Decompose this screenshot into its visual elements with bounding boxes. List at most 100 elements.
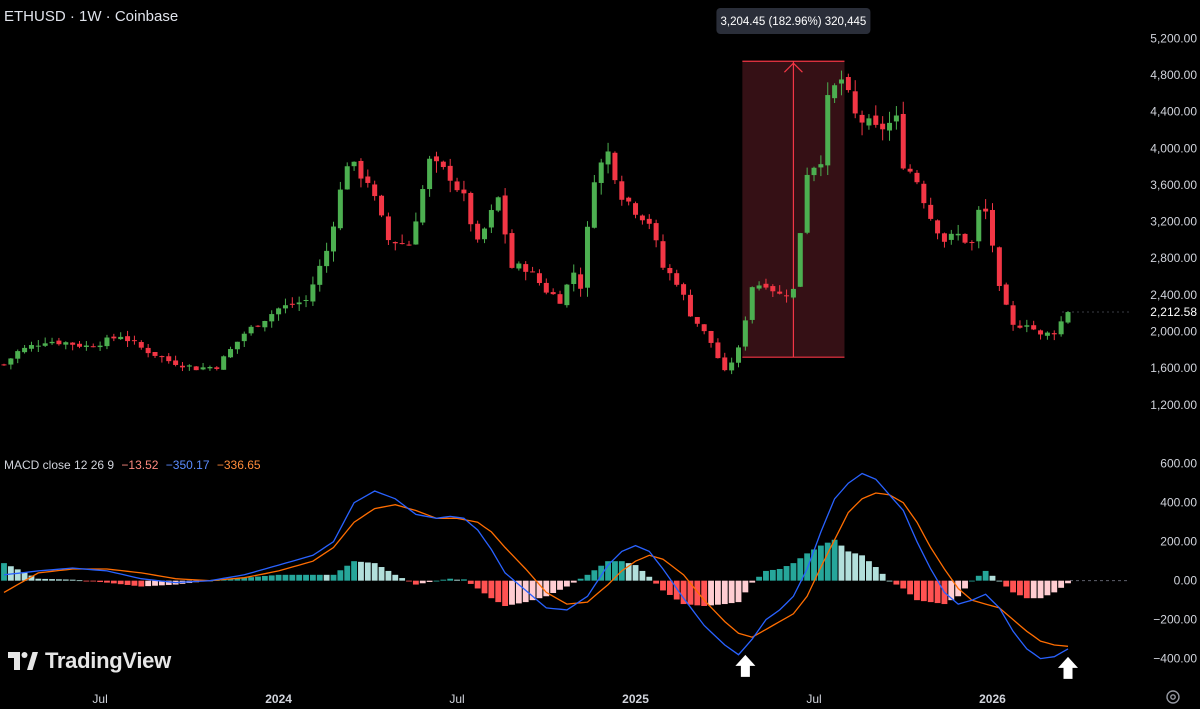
candle-body [56,340,62,345]
price-axis-label: 2,400.00 [1150,288,1197,302]
candle-body [708,330,714,343]
candle-body [22,347,28,353]
macd-hist-bar [392,574,399,581]
candlestick-series [1,70,1071,375]
candle-body [790,288,796,298]
candle-body [63,342,69,345]
tradingview-logo[interactable]: TradingView [8,648,171,674]
candle-body [811,167,817,176]
candle-body [976,209,982,242]
candle-body [660,241,666,268]
candle-body [495,197,501,211]
candle-body [873,115,879,125]
macd-hist-bar [1037,580,1044,599]
macd-hist-bar [399,578,406,581]
candle-body [996,247,1002,287]
candle-body [248,326,254,334]
candle-body [722,357,728,371]
macd-legend[interactable]: MACD close 12 26 9 −13.52 −350.17 −336.6… [4,458,265,472]
macd-hist-bar [694,580,701,606]
macd-hist-bar [1003,580,1010,587]
macd-legend-hist: −13.52 [121,458,159,472]
candle-body [928,204,934,219]
macd-hist-bar [165,580,172,585]
candle-body [262,320,268,328]
candle-body [413,221,419,245]
macd-hist-bar [509,580,515,605]
candle-body [701,324,707,332]
candle-body [852,91,858,114]
macd-hist-bar [749,580,756,583]
macd-axis-label: −400.00 [1153,652,1197,666]
macd-hist-bar [97,580,104,583]
macd-hist-bar [110,580,117,584]
candle-body [399,243,405,245]
white-arrow-icon [735,654,756,677]
settings-gear-icon[interactable] [1164,688,1182,706]
candle-body [118,336,124,340]
candle-body [282,305,288,309]
candle-body [736,347,742,363]
macd-hist-bar [351,561,358,581]
macd-hist-bar [927,580,934,603]
candle-body [241,333,247,342]
macd-axis-label: 400.00 [1160,496,1197,510]
macd-hist-bar [371,563,378,581]
macd-hist-bar [90,580,97,582]
candle-body [1038,330,1044,335]
macd-hist-bar [838,545,845,581]
macd-hist-bar [1023,580,1030,599]
candle-body [1051,333,1057,335]
macd-hist-bar [673,580,680,600]
candle-body [536,273,542,284]
symbol-title[interactable]: ETHUSD · 1W · Coinbase [4,8,179,25]
macd-hist-bar [454,579,460,581]
time-axis[interactable]: Jul 2024 Jul 2025 Jul 2026 [92,692,1006,706]
macd-hist-bar [529,580,536,601]
time-axis-label: 2025 [622,692,649,706]
macd-hist-bar [886,580,893,582]
macd-hist-bar [145,580,152,587]
candle-body [42,343,48,346]
candle-body [330,226,336,252]
candle-body [619,181,625,200]
macd-line [3,472,1069,660]
macd-hist-bar [811,549,817,581]
candle-body [337,189,343,229]
macd-hist-bar [158,580,165,586]
macd-hist-bar [653,580,660,584]
candle-body [70,342,76,345]
candle-body [234,341,240,350]
macd-hist-bar [550,580,557,594]
macd-hist-bar [21,572,28,581]
macd-hist-bar [920,580,927,602]
candle-body [715,342,721,359]
macd-hist-bar [488,580,495,599]
macd-hist-bar [646,576,653,581]
macd-hist-bar [268,575,275,581]
macd-hist-bar [385,570,392,581]
macd-hist-bar [625,563,632,581]
candle-body [845,77,851,91]
macd-hist-bar [584,574,591,581]
price-axis[interactable]: 1,200.00 1,600.00 2,000.00 2,400.00 2,800.00… [1150,31,1197,665]
candle-body [687,294,693,317]
candle-body [440,161,446,168]
candle-body [818,164,824,168]
candle-body [516,263,522,269]
macd-hist-bar [536,580,543,599]
candle-body [550,292,556,295]
macd-hist-bar [570,580,577,583]
macd-hist-bar [49,579,55,581]
macd-hist-bar [900,580,907,589]
macd-hist-bar [1044,580,1051,596]
macd-hist-bar [728,580,735,604]
macd-legend-macd: −350.17 [165,458,210,472]
candle-body [729,362,735,371]
candle-body [667,267,673,274]
candle-body [571,272,577,285]
candle-body [1024,325,1030,327]
price-axis-label: 3,200.00 [1150,215,1197,229]
price-axis-label: 3,600.00 [1150,178,1197,192]
